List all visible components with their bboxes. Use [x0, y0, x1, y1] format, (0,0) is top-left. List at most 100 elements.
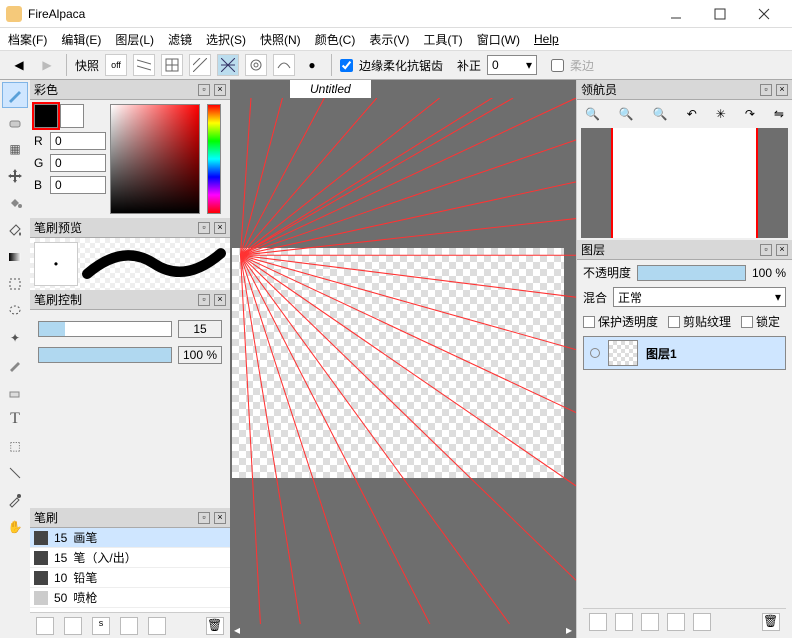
clipping-checkbox[interactable] — [668, 316, 680, 328]
menu-file[interactable]: 档案(F) — [8, 31, 47, 48]
document-tab[interactable]: Untitled — [290, 80, 371, 98]
minimize-button[interactable] — [654, 0, 698, 28]
move-tool[interactable] — [2, 163, 28, 189]
delete-layer-button[interactable]: 🗑 — [762, 613, 780, 631]
menu-select[interactable]: 选択(S) — [206, 31, 246, 48]
menu-filter[interactable]: 滤镜 — [168, 31, 192, 48]
history-back[interactable]: ◀ — [8, 54, 30, 76]
select-rect-tool[interactable] — [2, 271, 28, 297]
zoom-out-icon[interactable]: 🔍 — [619, 107, 634, 121]
layer-opacity-slider[interactable] — [637, 265, 746, 281]
layers-panel-title: 图层 — [581, 241, 605, 258]
layer-down-button[interactable] — [693, 613, 711, 631]
rotate-ccw-icon[interactable]: ↶ — [687, 107, 697, 121]
snap-grid[interactable] — [161, 54, 183, 76]
correction-select[interactable]: 0▾ — [487, 55, 537, 75]
rotate-cw-icon[interactable]: ↷ — [745, 107, 755, 121]
fg-swatch[interactable] — [34, 104, 58, 128]
flip-icon[interactable]: ⇋ — [774, 107, 784, 121]
menu-window[interactable]: 窗口(W) — [477, 31, 520, 48]
soft-checkbox[interactable] — [551, 59, 564, 72]
new-folder-button[interactable] — [615, 613, 633, 631]
correction-label: 补正 — [457, 57, 481, 74]
delete-brush-button[interactable]: 🗑 — [206, 617, 224, 635]
menu-color[interactable]: 颜色(C) — [315, 31, 356, 48]
snap-point[interactable]: ● — [301, 54, 323, 76]
antialias-checkbox[interactable] — [340, 59, 353, 72]
visibility-icon[interactable] — [590, 348, 600, 358]
brush-item[interactable]: 10铅笔 — [30, 568, 230, 588]
eraser-tool[interactable] — [2, 109, 28, 135]
gradient-tool[interactable] — [2, 244, 28, 270]
size-slider[interactable] — [38, 321, 172, 337]
menu-view[interactable]: 表示(V) — [369, 31, 409, 48]
dup-brush-button[interactable] — [64, 617, 82, 635]
hand-tool[interactable]: ✋ — [2, 514, 28, 540]
zoom-fit-icon[interactable]: 🔍 — [653, 107, 668, 121]
new-brush-button[interactable] — [36, 617, 54, 635]
history-fwd[interactable]: ▶ — [36, 54, 58, 76]
sv-picker[interactable] — [110, 104, 200, 214]
close-icon[interactable]: × — [214, 84, 226, 96]
preview-panel-title: 笔刷预览 — [34, 219, 82, 236]
r-input[interactable] — [50, 132, 106, 150]
new-layer-button[interactable] — [589, 613, 607, 631]
select-eraser-tool[interactable] — [2, 379, 28, 405]
snap-curve[interactable] — [273, 54, 295, 76]
snap-off[interactable]: off — [105, 54, 127, 76]
opacity-value[interactable]: 100 % — [178, 346, 222, 364]
text-tool[interactable]: T — [2, 406, 28, 432]
undock-icon[interactable]: ▫ — [198, 84, 210, 96]
h-scrollbar[interactable]: ◂▸ — [230, 624, 576, 638]
blend-select[interactable]: 正常▾ — [613, 287, 786, 307]
lock-checkbox[interactable] — [741, 316, 753, 328]
zoom-in-icon[interactable]: 🔍 — [585, 107, 600, 121]
brush-stroke-preview — [82, 243, 226, 284]
brush-item[interactable]: 15画笔 — [30, 528, 230, 548]
hue-slider[interactable] — [207, 104, 221, 214]
brush-tool[interactable] — [2, 82, 28, 108]
g-label: G — [34, 156, 46, 170]
select-pen-tool[interactable] — [2, 352, 28, 378]
brush-folder-button[interactable] — [120, 617, 138, 635]
magic-wand-tool[interactable]: ✦ — [2, 325, 28, 351]
size-value[interactable]: 15 — [178, 320, 222, 338]
dup-layer-button[interactable] — [641, 613, 659, 631]
snap-vanish[interactable] — [217, 54, 239, 76]
menu-edit[interactable]: 编辑(E) — [61, 31, 101, 48]
navigator-view[interactable] — [581, 128, 788, 238]
bucket-tool[interactable] — [2, 217, 28, 243]
g-input[interactable] — [50, 154, 106, 172]
object-tool[interactable]: ⬚ — [2, 433, 28, 459]
canvas[interactable] — [230, 98, 576, 624]
brush-list[interactable]: 15画笔 15笔（入/出） 10铅笔 50喷枪 — [30, 528, 230, 612]
snap-parallel[interactable] — [133, 54, 155, 76]
layer-item[interactable]: 图层1 — [583, 336, 786, 370]
merge-layer-button[interactable] — [667, 613, 685, 631]
snap-radial[interactable] — [245, 54, 267, 76]
b-input[interactable] — [50, 176, 106, 194]
snap-diag[interactable] — [189, 54, 211, 76]
protect-alpha-checkbox[interactable] — [583, 316, 595, 328]
brushes-panel-title: 笔刷 — [34, 509, 58, 526]
brush-item[interactable]: 15笔（入/出） — [30, 548, 230, 568]
select-lasso-tool[interactable] — [2, 298, 28, 324]
rotate-reset-icon[interactable]: ✳ — [716, 107, 726, 121]
menu-bar: 档案(F) 编辑(E) 图层(L) 滤镜 选択(S) 快照(N) 颜色(C) 表… — [0, 28, 792, 50]
divide-tool[interactable] — [2, 460, 28, 486]
menu-help[interactable]: Help — [534, 32, 559, 46]
opacity-slider[interactable] — [38, 347, 172, 363]
bg-swatch[interactable] — [60, 104, 84, 128]
dot-tool[interactable]: ▦ — [2, 136, 28, 162]
maximize-button[interactable] — [698, 0, 742, 28]
brush-item[interactable]: 50喷枪 — [30, 588, 230, 608]
layer-name[interactable]: 图层1 — [646, 345, 677, 362]
brush-script-button[interactable]: s — [92, 617, 110, 635]
menu-layer[interactable]: 图层(L) — [115, 31, 154, 48]
brush-settings-button[interactable] — [148, 617, 166, 635]
fill-tool[interactable] — [2, 190, 28, 216]
menu-snap[interactable]: 快照(N) — [260, 31, 301, 48]
eyedropper-tool[interactable] — [2, 487, 28, 513]
close-button[interactable] — [742, 0, 786, 28]
menu-tool[interactable]: 工具(T) — [423, 31, 462, 48]
